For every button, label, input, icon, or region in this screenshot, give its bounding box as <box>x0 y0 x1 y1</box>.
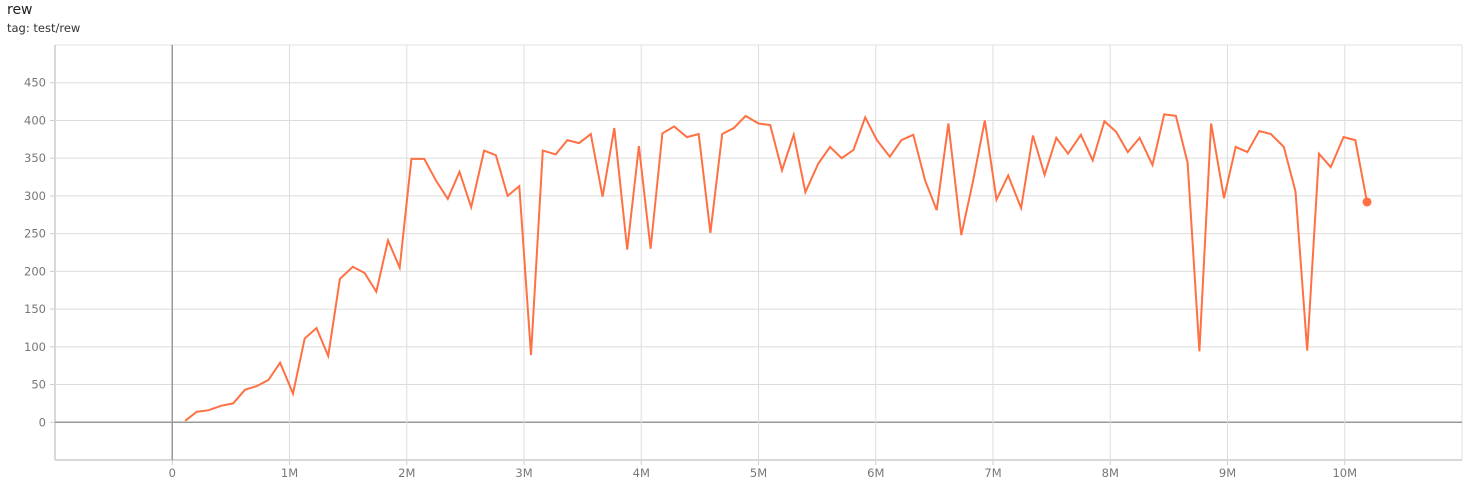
series <box>184 113 1372 422</box>
x-tick-label: 6M <box>867 466 884 480</box>
chart-title: rew <box>7 2 33 18</box>
y-tick-label: 0 <box>39 415 46 429</box>
y-tick-label: 300 <box>24 189 46 203</box>
x-tick-label: 5M <box>750 466 767 480</box>
y-tick-label: 100 <box>24 340 46 354</box>
series-line <box>184 113 1368 422</box>
x-tick-label: 3M <box>515 466 532 480</box>
last-data-point <box>1362 197 1372 207</box>
y-tick-label: 200 <box>24 264 46 278</box>
y-tick-label: 250 <box>24 227 46 241</box>
y-tick-label: 350 <box>24 151 46 165</box>
x-tick-label: 9M <box>1219 466 1236 480</box>
x-tick-label: 10M <box>1332 466 1357 480</box>
x-tick-label: 7M <box>984 466 1001 480</box>
y-tick-label: 150 <box>24 302 46 316</box>
x-tick-label: 8M <box>1102 466 1119 480</box>
grid <box>50 44 1463 465</box>
x-tick-label: 2M <box>398 466 415 480</box>
y-tick-label: 400 <box>24 113 46 127</box>
x-tick-label: 4M <box>633 466 650 480</box>
tick-labels: 0 50 100 150 200 250 300 350 400 450 0 1M 2M 3M 4M 5M 6M… <box>24 76 1357 480</box>
chart-tag: tag: test/rew <box>7 21 81 35</box>
y-tick-label: 450 <box>24 76 46 90</box>
x-tick-label: 0 <box>169 466 176 480</box>
x-tick-label: 1M <box>281 466 298 480</box>
y-tick-label: 50 <box>31 378 46 392</box>
